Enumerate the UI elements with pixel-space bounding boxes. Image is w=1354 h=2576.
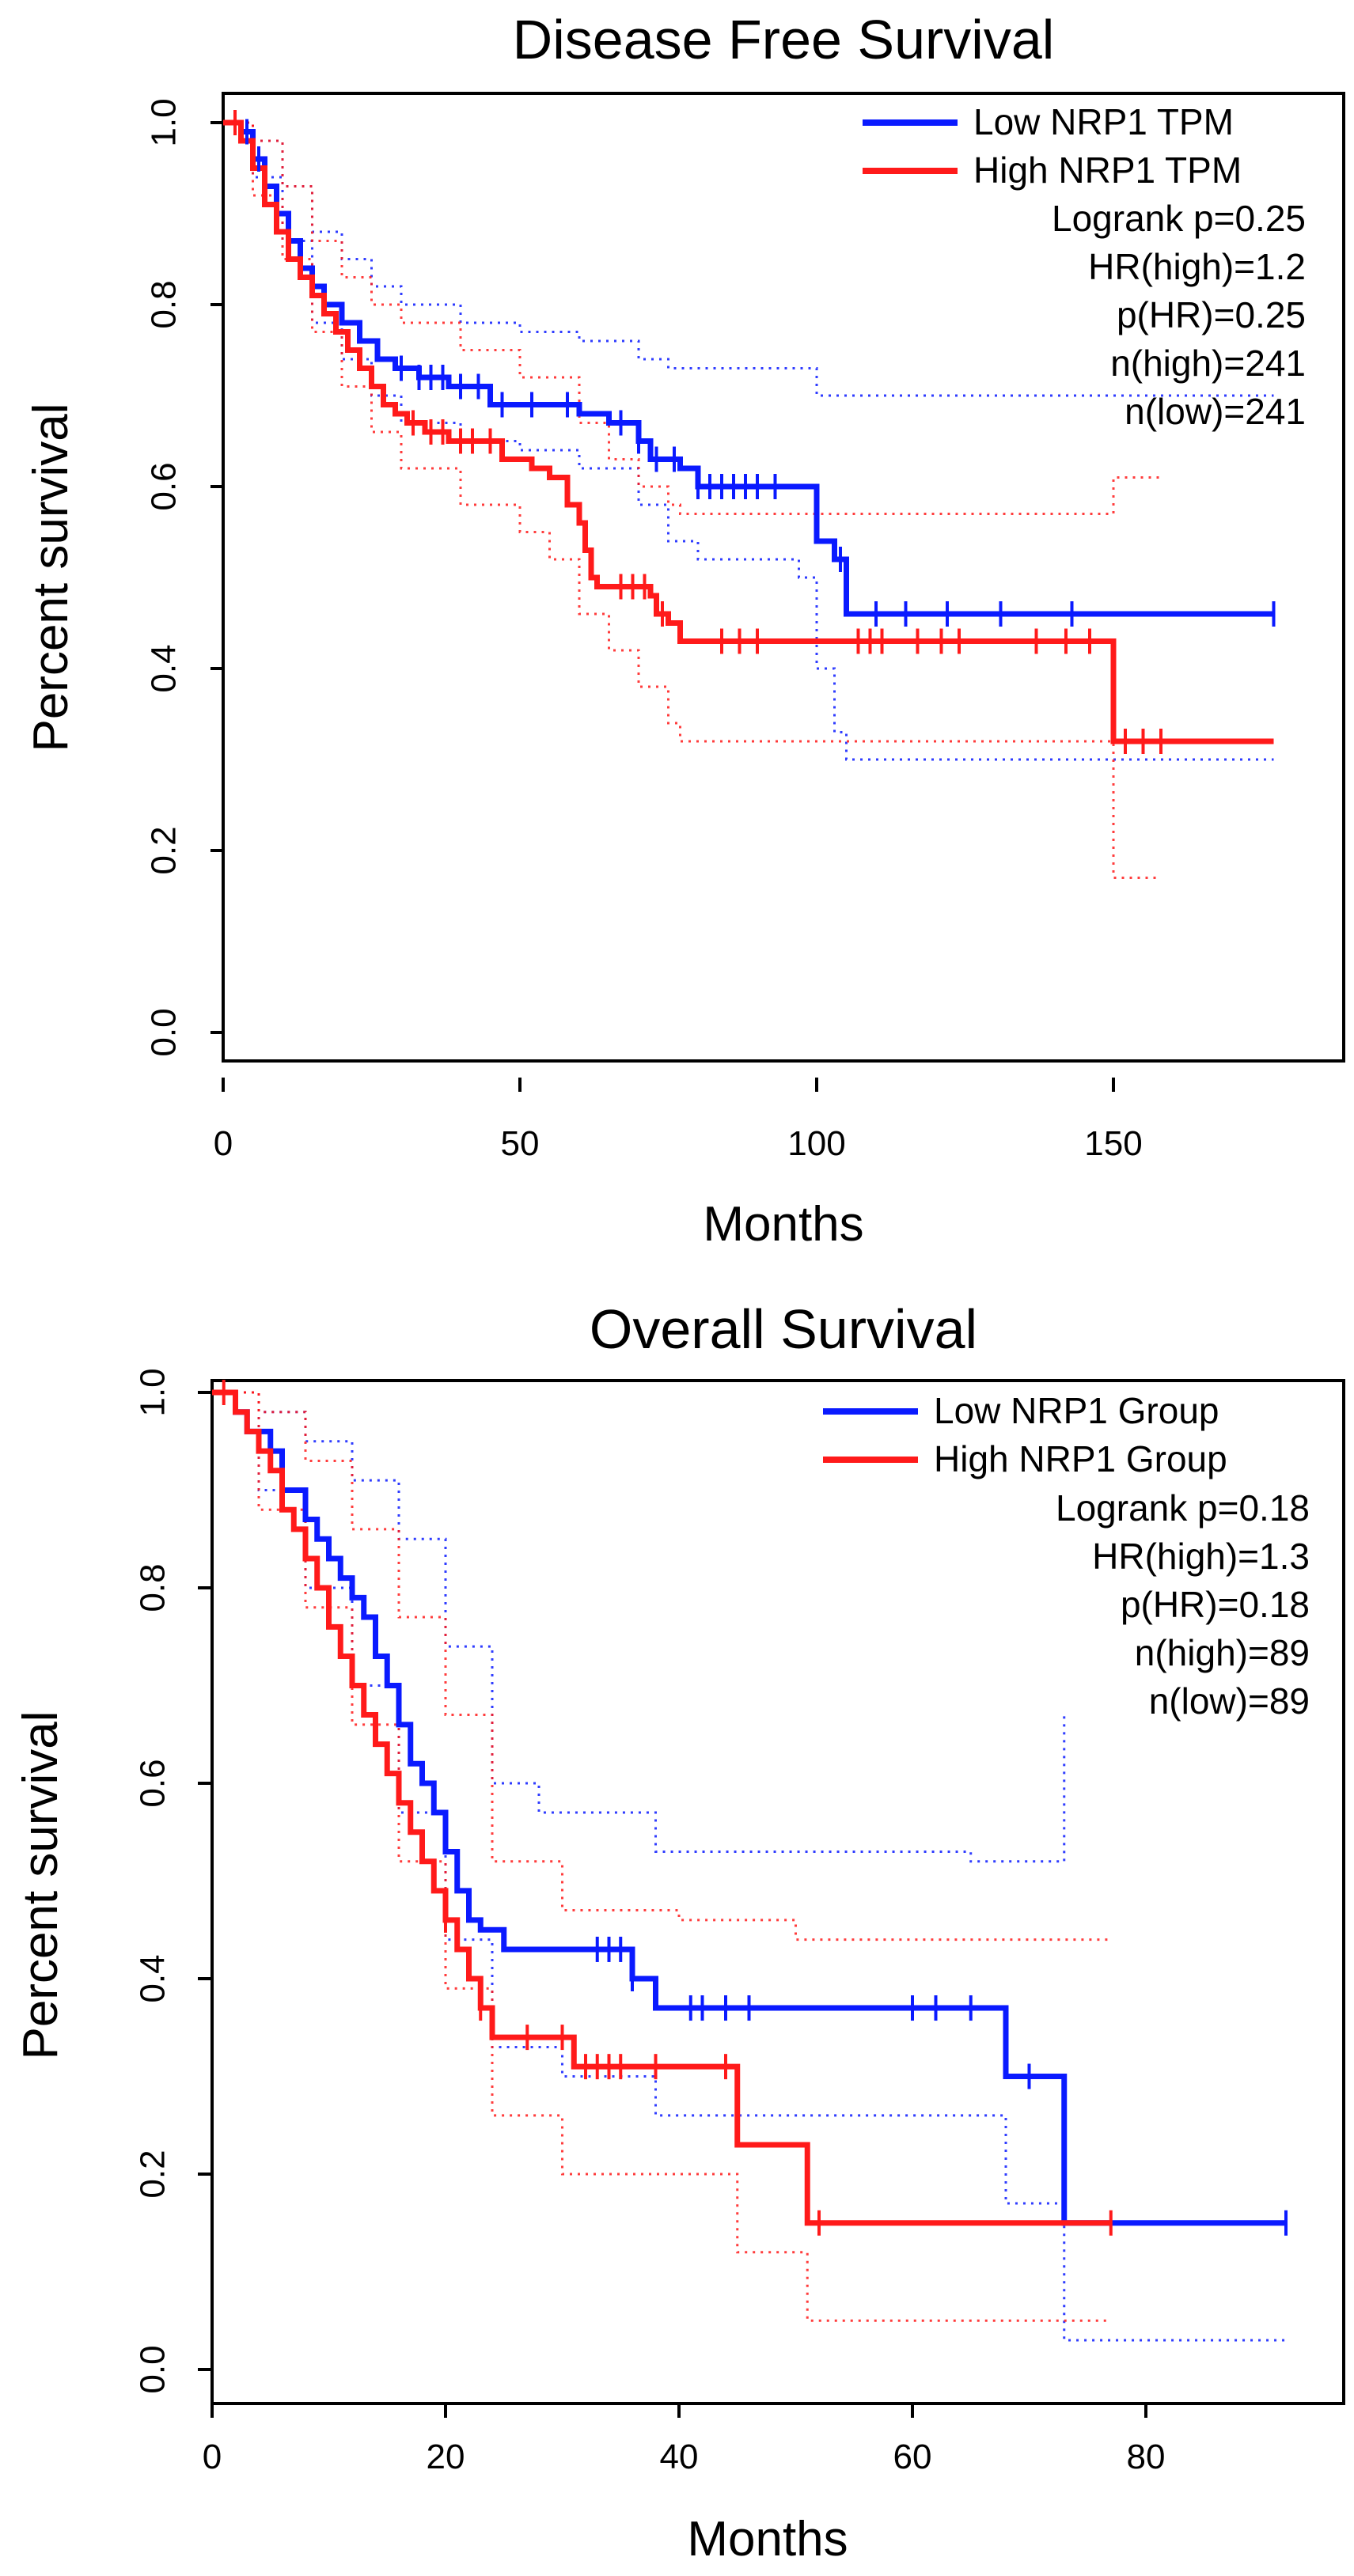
y-tick-label: 0.0: [134, 2345, 173, 2393]
x-tick-label: 80: [1127, 2438, 1166, 2476]
stat-n-low: n(low)=241: [1125, 391, 1306, 432]
stat-p-hr: p(HR)=0.18: [1121, 1584, 1310, 1625]
stat-hr: HR(high)=1.3: [1092, 1536, 1310, 1577]
x-tick-label: 50: [501, 1124, 540, 1163]
chart-title: Disease Free Survival: [513, 9, 1055, 70]
legend-label-high: High NRP1 TPM: [973, 150, 1242, 191]
stat-n-low: n(low)=89: [1149, 1680, 1310, 1722]
axes: 0 50 100 150 0.0 0.2 0.4 0.6 0.8 1.0: [145, 98, 1143, 1163]
x-tick-label: 150: [1084, 1124, 1142, 1163]
ci-lower-high: [223, 121, 1161, 879]
ci-upper-low: [212, 1391, 1066, 1863]
y-tick-label: 0.0: [145, 1008, 184, 1056]
stat-p-hr: p(HR)=0.25: [1117, 294, 1306, 335]
x-axis-label: Months: [687, 2512, 848, 2567]
legend: Low NRP1 TPM High NRP1 TPM: [863, 101, 1242, 191]
x-tick-label: 60: [893, 2438, 932, 2476]
x-tick-label: 40: [660, 2438, 699, 2476]
y-tick-label: 0.2: [145, 826, 184, 874]
legend-label-low: Low NRP1 TPM: [973, 101, 1234, 142]
survival-line-high: [223, 119, 1274, 744]
ci-upper-high: [212, 1391, 1111, 1941]
y-axis-label: Percent survival: [13, 1710, 68, 2059]
x-tick-label: 100: [787, 1124, 845, 1163]
y-tick-label: 0.8: [145, 280, 184, 328]
stats-block: Logrank p=0.25 HR(high)=1.2 p(HR)=0.25 n…: [1052, 198, 1306, 432]
x-tick-label: 0: [214, 1124, 233, 1163]
ci-lower-low: [212, 1391, 1286, 2342]
legend: Low NRP1 Group High NRP1 Group: [823, 1390, 1227, 1479]
censor-marks: [222, 1380, 1288, 2236]
os-panel: Overall Survival Months Percent survival…: [13, 1298, 1345, 2567]
stat-logrank: Logrank p=0.25: [1052, 198, 1306, 239]
censor-marks: [233, 110, 1276, 754]
y-tick-label: 0.6: [134, 1759, 173, 1807]
y-tick-label: 0.8: [134, 1563, 173, 1612]
ci-lower-high: [212, 1391, 1111, 2322]
axes: 0 20 40 60 80 0.0 0.2 0.4 0.6 0.8 1.0: [134, 1368, 1166, 2476]
y-axis-label: Percent survival: [24, 403, 78, 752]
y-tick-label: 0.4: [145, 644, 184, 692]
x-tick-label: 0: [203, 2438, 222, 2476]
legend-label-high: High NRP1 Group: [934, 1438, 1227, 1479]
x-tick-label: 20: [427, 2438, 465, 2476]
stat-logrank: Logrank p=0.18: [1056, 1487, 1310, 1529]
stat-hr: HR(high)=1.2: [1088, 246, 1306, 287]
x-axis-label: Months: [703, 1197, 863, 1252]
y-tick-label: 0.4: [134, 1954, 173, 2002]
plot-box: [222, 92, 1345, 1063]
plot-box: [210, 1379, 1345, 2405]
stats-block: Logrank p=0.18 HR(high)=1.3 p(HR)=0.18 n…: [1056, 1487, 1310, 1722]
ci-lower-low: [223, 121, 1274, 761]
dfs-panel: Disease Free Survival Months Percent sur…: [24, 9, 1345, 1252]
chart-title: Overall Survival: [590, 1298, 977, 1360]
y-tick-label: 1.0: [134, 1368, 173, 1416]
legend-label-low: Low NRP1 Group: [934, 1390, 1219, 1431]
survival-line-low: [212, 1389, 1286, 2226]
stat-n-high: n(high)=89: [1135, 1632, 1310, 1673]
survival-line-high: [212, 1389, 1111, 2226]
y-tick-label: 1.0: [145, 98, 184, 146]
stat-n-high: n(high)=241: [1110, 343, 1306, 384]
survival-curves: [212, 1389, 1286, 2226]
y-tick-label: 0.2: [134, 2150, 173, 2198]
y-tick-label: 0.6: [145, 462, 184, 510]
confidence-bands: [212, 1391, 1286, 2342]
